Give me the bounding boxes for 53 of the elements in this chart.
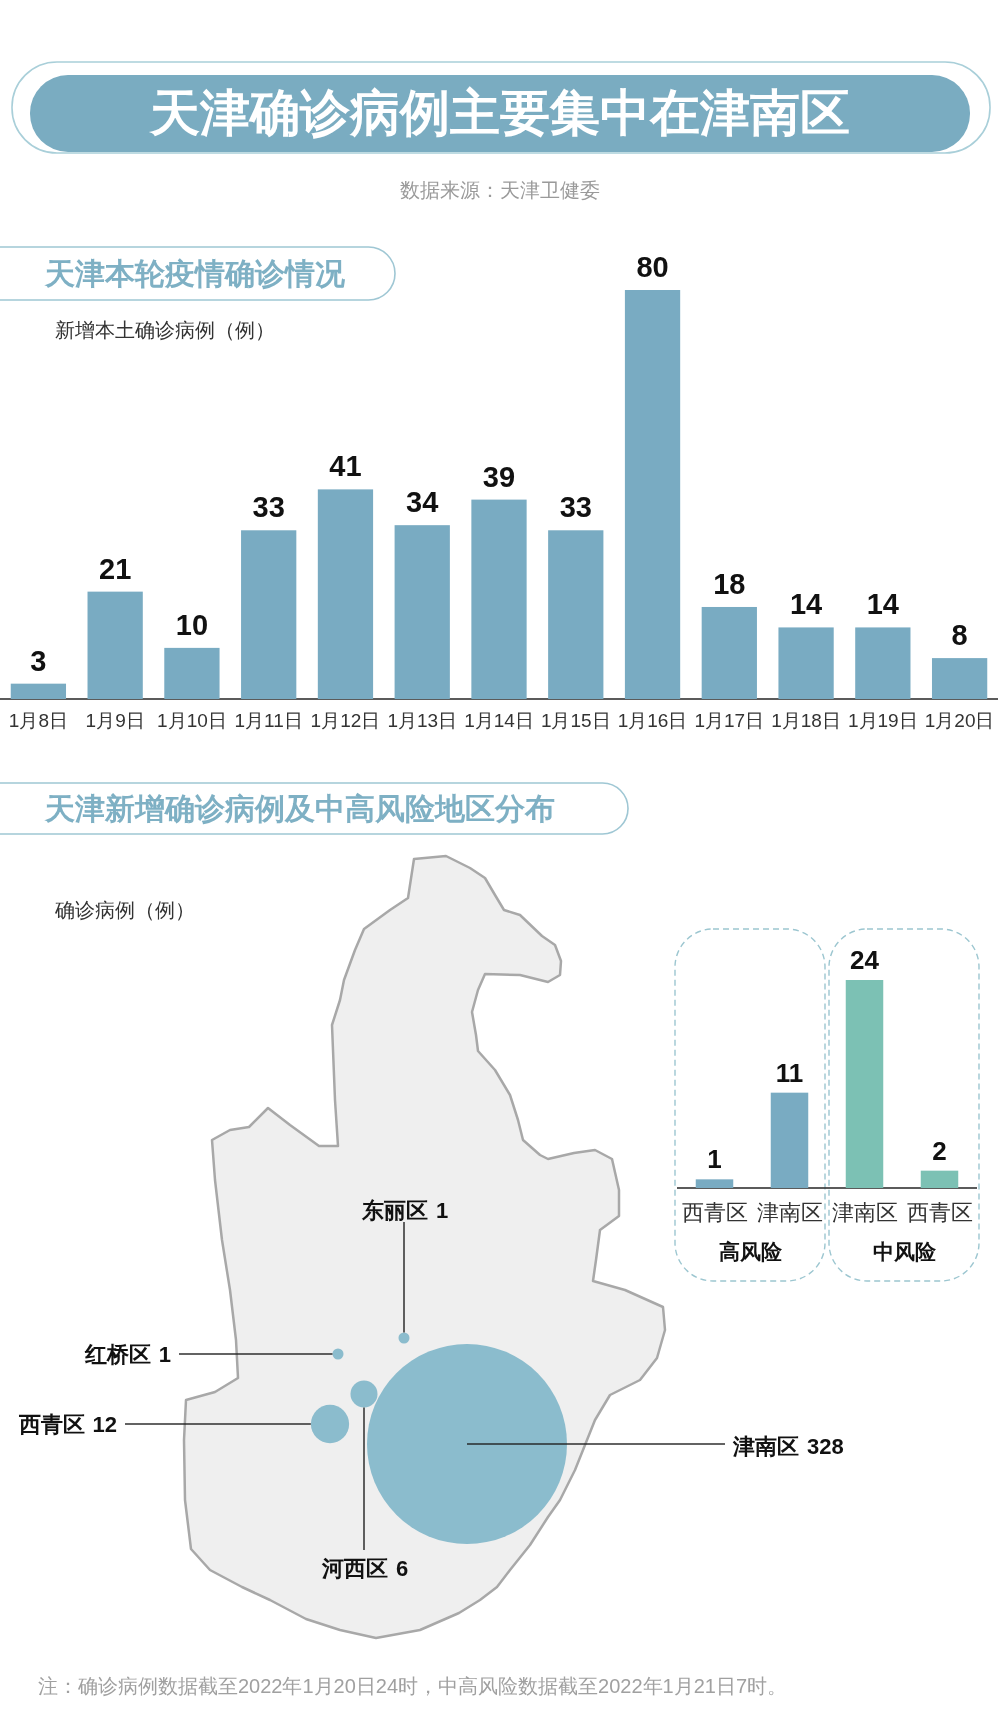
text: 确诊病例（例） [54,899,195,921]
data-label: 24 [850,945,880,975]
data-label: 41 [329,450,362,483]
x-tick-label: 西青区 [681,1199,748,1225]
data-label: 11 [775,1057,804,1088]
category-label: 红桥区 [83,1341,151,1367]
data-label: 14 [866,588,899,621]
data-label: 34 [406,486,439,519]
text: 中风险 [872,1239,937,1263]
data-label: 14 [789,588,823,621]
text: 注：确诊病例数据截至2022年1月20日24时，中高风险数据截至2022年1月21日7时。 [38,1675,788,1697]
x-tick-label: 1月14日 [464,709,534,731]
data-label: 1 [707,1144,722,1175]
x-tick-label: 西青区 [906,1199,973,1225]
x-tick-label: 1月20日 [924,709,995,731]
data-label: 1 [435,1197,449,1223]
x-tick-label: 1月17日 [694,709,765,731]
category-label: 津南区 [732,1433,799,1459]
data-label: 12 [92,1411,117,1437]
data-label: 80 [636,251,669,283]
data-label: 21 [99,552,132,585]
x-tick-label: 1月16日 [617,709,688,731]
category-label: 东丽区 [360,1197,428,1223]
data-label: 33 [559,491,592,524]
data-label: 3 [30,644,47,677]
category-label: 河西区 [320,1555,388,1581]
x-tick-label: 1月9日 [85,709,145,731]
data-label: 6 [395,1555,409,1581]
data-label: 8 [951,619,968,652]
x-tick-label: 1月11日 [234,709,303,731]
data-label: 328 [807,1433,844,1459]
data-label: 39 [482,460,516,493]
data-label: 18 [713,567,746,600]
x-tick-label: 1月18日 [771,709,841,731]
data-label: 2 [932,1135,947,1166]
text: 天津新增确诊病例及中高风险地区分布 [44,792,555,825]
text: 高风险 [718,1239,783,1263]
data-label: 1 [158,1341,171,1367]
x-tick-label: 1月19日 [847,709,918,731]
x-tick-label: 1月10日 [157,709,227,731]
data-label: 10 [175,608,209,641]
chart-title: 天津本轮疫情确诊情况 [44,257,346,290]
x-tick-label: 1月15日 [540,709,611,731]
x-tick-label: 津南区 [831,1199,898,1225]
x-tick-label: 1月8日 [8,709,68,731]
x-tick-label: 1月12日 [310,709,381,731]
y-axis-title: 新增本土确诊病例（例） [55,319,275,341]
text: 天津确诊病例主要集中在津南区 [148,85,850,141]
data-label: 33 [252,491,285,524]
x-tick-label: 津南区 [756,1199,823,1225]
text: 数据来源：天津卫健委 [400,179,600,201]
x-tick-label: 1月13日 [387,709,458,731]
category-label: 西青区 [17,1411,85,1437]
